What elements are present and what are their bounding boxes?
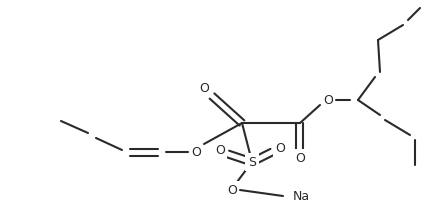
Text: Na: Na (292, 189, 309, 202)
Text: O: O (295, 152, 305, 165)
Text: O: O (191, 145, 201, 158)
Text: O: O (323, 94, 333, 106)
Text: O: O (199, 81, 209, 95)
Text: O: O (227, 183, 237, 196)
Text: O: O (215, 143, 225, 156)
Text: S: S (248, 156, 256, 169)
Text: O: O (275, 141, 285, 154)
